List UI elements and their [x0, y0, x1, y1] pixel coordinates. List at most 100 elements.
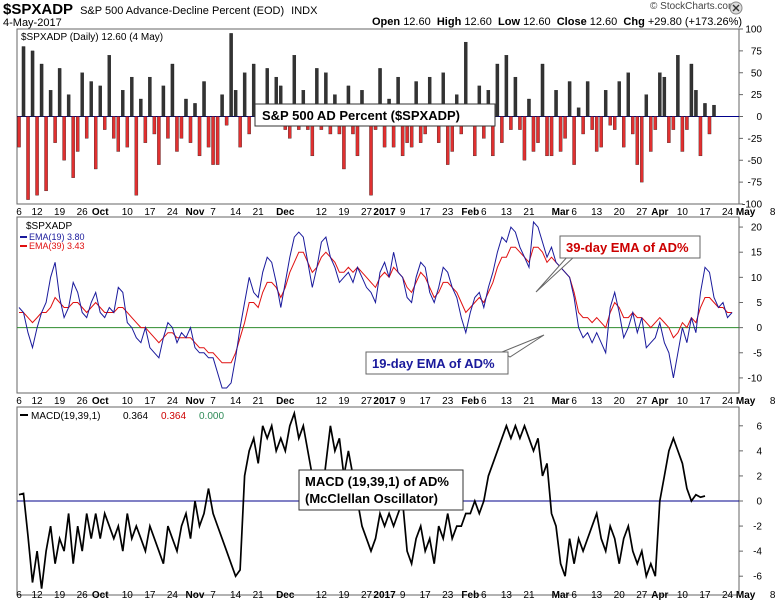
- x-tick-label: 12: [316, 207, 328, 218]
- open-value: 12.60: [403, 16, 431, 28]
- bottom-panel-lines: [18, 410, 706, 589]
- x-tick-label: May: [736, 590, 756, 600]
- x-tick-label: 27: [636, 396, 648, 407]
- x-tick-label: 17: [420, 590, 432, 600]
- x-tick-label: Feb: [461, 207, 479, 218]
- y-axis-labels: 1007550250-25-50-75-10020151050-5-106420…: [739, 25, 762, 583]
- x-tick-label: 23: [442, 590, 454, 600]
- ad-bar: [202, 81, 206, 117]
- ad-bar: [44, 116, 48, 192]
- x-tick-label: Apr: [651, 396, 668, 407]
- x-tick-label: Apr: [651, 207, 668, 218]
- x-tick-label: 13: [591, 207, 603, 218]
- ad-bar: [536, 116, 540, 143]
- y-tick-label: 0: [756, 112, 762, 123]
- top-legend: $SPXADP (Daily) 12.60 (4 May): [21, 32, 163, 43]
- x-tick-label: 27: [361, 207, 373, 218]
- x-tick-label: 17: [144, 590, 156, 600]
- ad-bar: [197, 116, 202, 157]
- x-tick-label: Nov: [186, 396, 205, 407]
- x-tick-label: 24: [722, 590, 734, 600]
- x-tick-label: 24: [167, 590, 179, 600]
- x-tick-label: 12: [316, 590, 328, 600]
- ema39-annotation: 39-day EMA of AD%: [535, 235, 701, 293]
- x-tick-label: Feb: [461, 396, 479, 407]
- x-tick-label: 21: [253, 207, 265, 218]
- ad-bar: [680, 116, 685, 152]
- x-tick-label: 17: [144, 396, 156, 407]
- ad-bar: [531, 116, 536, 152]
- x-tick-label: 14: [230, 396, 242, 407]
- ad-bar: [84, 116, 89, 139]
- x-tick-label: 6: [16, 396, 22, 407]
- ad-bar: [21, 46, 26, 117]
- x-tick-label: 9: [400, 396, 406, 407]
- ad-bar: [143, 116, 148, 143]
- close-x-icon[interactable]: [729, 1, 743, 15]
- macd-annotation-line1: MACD (19,39,1) of AD%: [305, 474, 449, 489]
- y-tick-label: -6: [753, 572, 762, 583]
- ad-bar: [188, 116, 193, 143]
- x-tick-label: 13: [501, 207, 513, 218]
- macd-annotation: MACD (19,39,1) of AD% (McClellan Oscilla…: [298, 469, 464, 511]
- x-tick-label: Dec: [276, 396, 295, 407]
- ad-bar: [157, 116, 161, 165]
- top-annotation-text: S&P 500 AD Percent ($SPXADP): [262, 108, 460, 123]
- macd-legend: MACD(19,39,1) 0.364 0.364 0.000: [20, 411, 224, 422]
- ad-bar: [707, 116, 712, 135]
- ad-bar: [71, 116, 75, 178]
- y-tick-label: -50: [748, 156, 763, 167]
- ad-bar: [62, 116, 66, 161]
- x-tick-label: 2017: [373, 396, 396, 407]
- x-tick-label: 26: [77, 590, 89, 600]
- y-tick-label: 100: [745, 25, 762, 36]
- x-tick-label: Feb: [461, 590, 479, 600]
- x-tick-label: 6: [16, 590, 22, 600]
- ad-bar: [590, 116, 594, 130]
- x-tick-label: 7: [210, 396, 216, 407]
- x-tick-label: 8: [770, 207, 776, 218]
- ad-bar: [125, 116, 130, 148]
- ad-bar: [662, 76, 667, 117]
- x-tick-label: Mar: [552, 590, 570, 600]
- x-tick-label: Mar: [552, 207, 570, 218]
- ad-bar: [676, 55, 680, 117]
- ad-bar: [247, 116, 251, 135]
- ad-bar: [653, 116, 658, 130]
- date-label: 4-May-2017: [3, 17, 62, 29]
- x-tick-label: 27: [361, 590, 373, 600]
- ad-bar: [689, 63, 694, 117]
- ad-bar: [631, 116, 635, 135]
- y-tick-label: -10: [748, 373, 763, 384]
- ad-bar: [554, 90, 558, 117]
- ad-bar: [242, 72, 247, 117]
- ad-bar: [622, 116, 626, 148]
- y-tick-label: 4: [756, 446, 762, 457]
- ad-bar: [215, 116, 220, 165]
- ad-bar: [152, 116, 157, 135]
- x-tick-label: 8: [770, 396, 776, 407]
- x-tick-label: 27: [361, 396, 373, 407]
- ad-bar: [75, 116, 80, 152]
- ad-bar: [603, 90, 608, 117]
- x-tick-label: 6: [481, 396, 487, 407]
- ad-bar: [53, 116, 57, 143]
- ad-bar: [599, 116, 603, 148]
- ema39-legend: EMA(39) 3.43: [20, 241, 85, 251]
- ad-bar: [35, 116, 39, 196]
- middle-panel-lines: [18, 220, 733, 389]
- y-tick-label: 50: [751, 68, 763, 79]
- middle-legend-title: $SPXADP: [26, 221, 72, 232]
- y-tick-label: -5: [753, 348, 762, 359]
- x-tick-label: 7: [210, 590, 216, 600]
- x-tick-label: 19: [54, 590, 66, 600]
- x-tick-label: 9: [400, 590, 406, 600]
- ad-bar: [594, 116, 599, 152]
- ad-bar: [549, 116, 554, 157]
- x-tick-label: 17: [699, 590, 711, 600]
- ad-bar: [576, 107, 581, 117]
- ema19-annotation: 19-day EMA of AD%: [365, 334, 545, 375]
- ad-bar: [170, 63, 175, 117]
- ad-bar: [545, 116, 549, 157]
- x-tick-label: 6: [16, 207, 22, 218]
